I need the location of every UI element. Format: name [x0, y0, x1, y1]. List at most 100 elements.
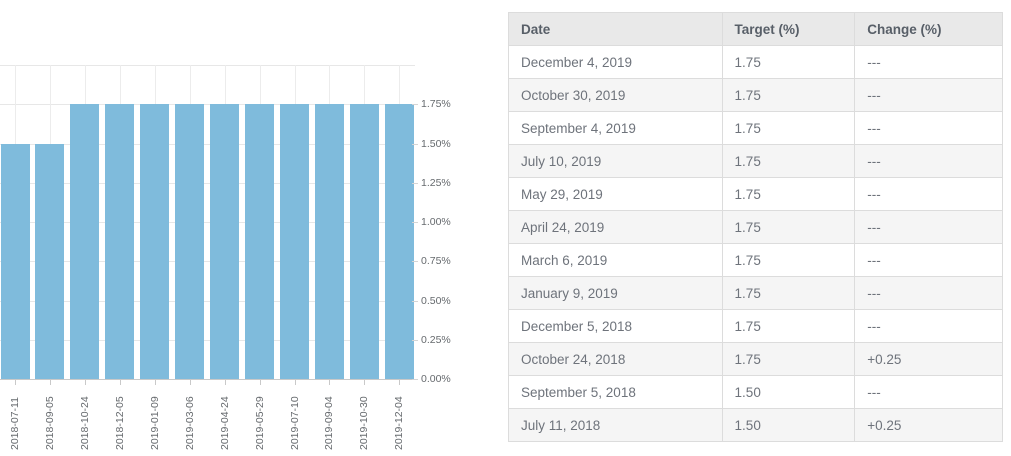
x-axis-label: 2018-12-05	[113, 396, 126, 450]
change-cell: +0.25	[854, 408, 1003, 442]
date-cell: July 10, 2019	[508, 144, 723, 178]
table-row: July 11, 2018 1.50 +0.25	[508, 408, 1003, 442]
y-gridline	[0, 182, 415, 184]
rate-bar[interactable]	[280, 104, 310, 379]
x-axis-tick	[119, 380, 121, 385]
change-cell: ---	[854, 210, 1003, 244]
target-cell: 1.75	[721, 342, 856, 376]
table-row: July 10, 2019 1.75 ---	[508, 144, 1003, 178]
y-axis-label: 0.00%	[421, 373, 451, 385]
rate-bar[interactable]	[210, 104, 240, 379]
header-date: Date	[508, 12, 723, 46]
table-row: September 4, 2019 1.75 ---	[508, 111, 1003, 145]
rate-bar[interactable]	[314, 104, 344, 379]
rate-bar[interactable]	[70, 104, 100, 379]
y-axis-label: 1.25%	[421, 176, 451, 189]
date-cell: January 9, 2019	[508, 276, 723, 310]
y-axis-label: 0.50%	[421, 294, 451, 307]
x-axis-label: 2019-01-09	[148, 396, 161, 450]
x-axis-tick	[15, 380, 16, 385]
rate-bar[interactable]	[35, 143, 65, 379]
x-axis-label: 2019-05-29	[253, 396, 266, 450]
table-row: December 5, 2018 1.75 ---	[508, 309, 1003, 343]
x-axis-label: 2019-07-10	[288, 396, 301, 450]
x-axis-tick	[189, 380, 191, 385]
table-row: March 6, 2019 1.75 ---	[508, 243, 1003, 277]
y-axis-tick	[412, 143, 418, 145]
rate-bar[interactable]	[384, 104, 414, 379]
target-cell: 1.75	[721, 243, 856, 277]
date-cell: December 5, 2018	[508, 309, 723, 343]
date-cell: March 6, 2019	[508, 243, 723, 277]
rate-bar[interactable]	[105, 104, 135, 379]
rate-bar[interactable]	[245, 104, 275, 379]
rate-history-chart: 2018-07-11 2018-09-05 2018-10-24 2018-12-05…	[0, 0, 470, 456]
table-row: October 24, 2018 1.75 +0.25	[508, 342, 1003, 376]
y-gridline	[0, 65, 415, 66]
rate-bar[interactable]	[0, 143, 30, 379]
x-axis-tick	[364, 380, 366, 385]
table-row: May 29, 2019 1.75 ---	[508, 177, 1003, 211]
target-cell: 1.75	[721, 78, 856, 112]
target-cell: 1.75	[721, 210, 856, 244]
y-axis-label: 0.25%	[421, 333, 451, 346]
target-cell: 1.75	[721, 276, 856, 310]
header-change: Change (%)	[854, 12, 1003, 46]
y-axis-tick	[412, 222, 418, 223]
y-gridline	[0, 143, 415, 145]
table-row: April 24, 2019 1.75 ---	[508, 210, 1003, 244]
date-cell: September 4, 2019	[508, 111, 723, 145]
table-row: September 5, 2018 1.50 ---	[508, 375, 1003, 409]
change-cell: +0.25	[854, 342, 1003, 376]
target-cell: 1.50	[721, 408, 856, 442]
y-axis-tick	[412, 300, 418, 302]
rate-bar[interactable]	[140, 104, 170, 379]
y-axis-tick	[412, 182, 418, 184]
y-axis-label: 0.75%	[421, 255, 451, 268]
change-cell: ---	[854, 375, 1003, 409]
date-cell: October 24, 2018	[508, 342, 723, 376]
y-gridline	[0, 300, 415, 302]
y-gridline	[0, 104, 415, 106]
plot-area	[0, 65, 415, 380]
x-axis-tick	[84, 380, 86, 385]
x-axis-label: 2018-09-05	[43, 396, 56, 450]
date-cell: December 4, 2019	[508, 45, 723, 79]
x-axis-tick	[399, 380, 401, 385]
table-header-row: Date Target (%) Change (%)	[508, 12, 1003, 46]
x-axis-tick	[259, 380, 261, 385]
target-cell: 1.75	[721, 177, 856, 211]
x-axis-tick	[329, 380, 331, 385]
target-cell: 1.75	[721, 309, 856, 343]
change-cell: ---	[854, 177, 1003, 211]
change-cell: ---	[854, 309, 1003, 343]
target-cell: 1.75	[721, 111, 856, 145]
y-axis-tick	[412, 379, 418, 380]
header-target: Target (%)	[721, 12, 856, 46]
date-cell: September 5, 2018	[508, 375, 723, 409]
y-axis-tick	[412, 339, 418, 341]
table-row: December 4, 2019 1.75 ---	[508, 45, 1003, 79]
change-cell: ---	[854, 276, 1003, 310]
x-axis-tick	[224, 380, 226, 385]
y-axis-tick	[412, 261, 418, 263]
rate-history-table: Date Target (%) Change (%) December 4, 2…	[508, 12, 1003, 442]
target-cell: 1.75	[721, 144, 856, 178]
date-cell: July 11, 2018	[508, 408, 723, 442]
date-cell: April 24, 2019	[508, 210, 723, 244]
y-axis-tick	[412, 104, 418, 106]
table-row: January 9, 2019 1.75 ---	[508, 276, 1003, 310]
change-cell: ---	[854, 78, 1003, 112]
x-axis-tick	[294, 380, 296, 385]
change-cell: ---	[854, 45, 1003, 79]
date-cell: May 29, 2019	[508, 177, 723, 211]
change-cell: ---	[854, 111, 1003, 145]
target-cell: 1.50	[721, 375, 856, 409]
table-row: October 30, 2019 1.75 ---	[508, 78, 1003, 112]
rate-bar[interactable]	[349, 104, 379, 379]
y-axis-label: 1.00%	[421, 216, 451, 228]
y-gridline	[0, 339, 415, 341]
target-cell: 1.75	[721, 45, 856, 79]
change-cell: ---	[854, 243, 1003, 277]
rate-bar[interactable]	[175, 104, 205, 379]
